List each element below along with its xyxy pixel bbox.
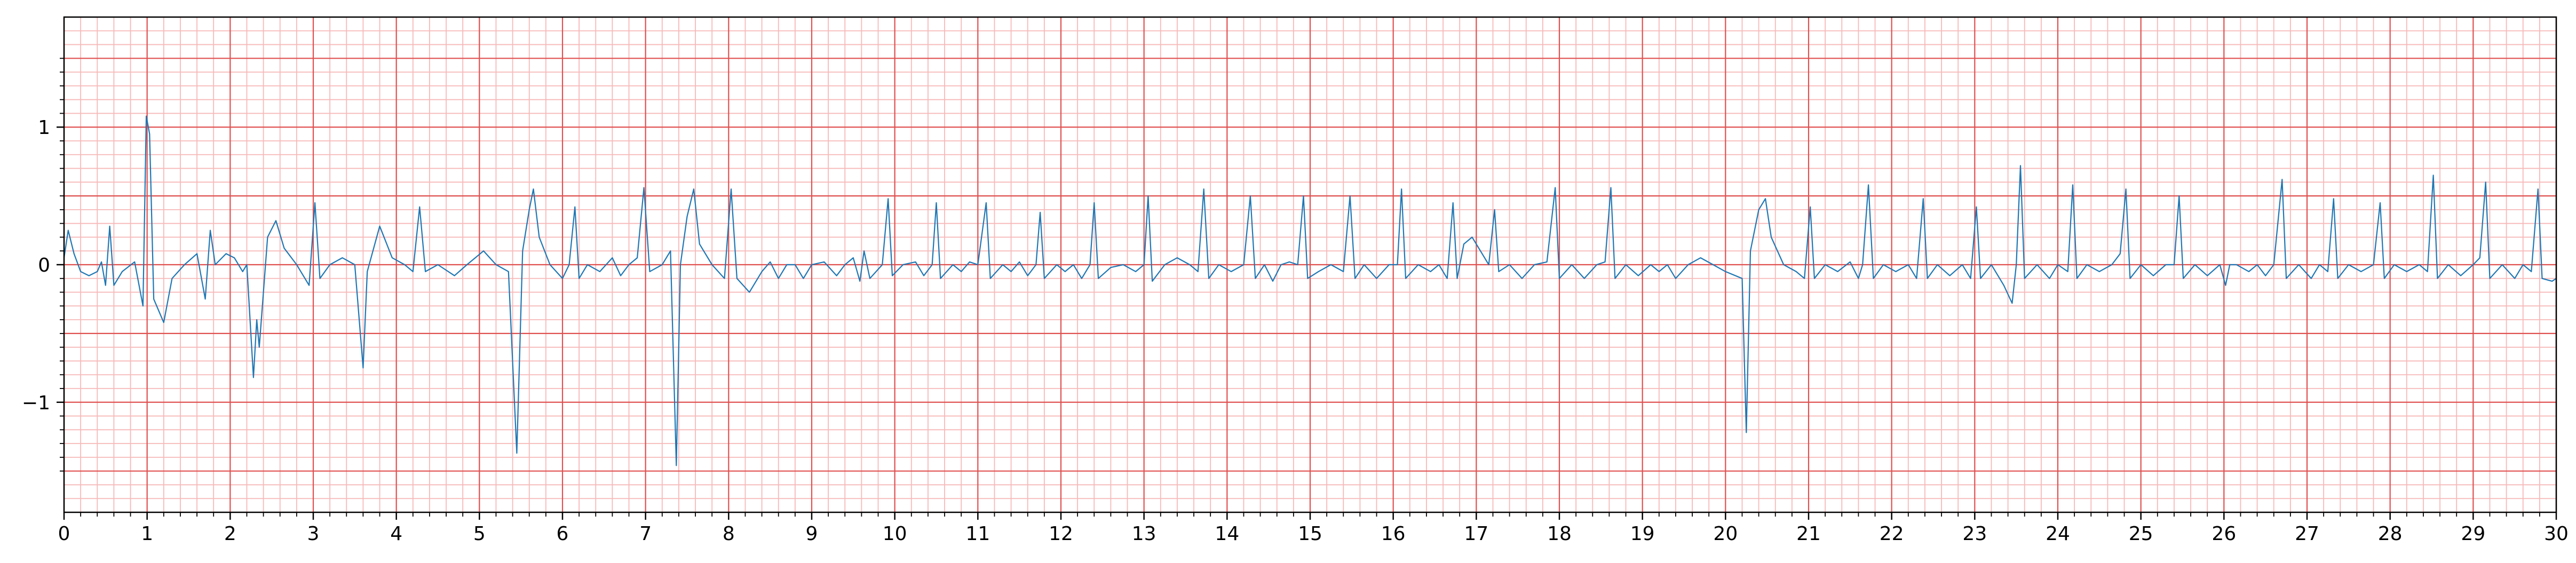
signal-line bbox=[63, 115, 2557, 466]
x-tick-label: 5 bbox=[473, 523, 486, 545]
x-tick-label: 18 bbox=[1547, 523, 1572, 545]
x-tick-label: 9 bbox=[806, 523, 818, 545]
x-tick-label: 16 bbox=[1381, 523, 1406, 545]
y-tick-label: 1 bbox=[38, 117, 50, 139]
x-tick-label: 26 bbox=[2212, 523, 2236, 545]
x-tick-label: 27 bbox=[2295, 523, 2319, 545]
x-tick-label: 14 bbox=[1215, 523, 1239, 545]
y-axis-ticks: −1 0 1 bbox=[22, 58, 64, 472]
x-tick-label: 3 bbox=[307, 523, 320, 545]
x-tick-label: 0 bbox=[58, 523, 70, 545]
x-tick-label: 25 bbox=[2129, 523, 2153, 545]
x-tick-label: 12 bbox=[1049, 523, 1073, 545]
x-tick-label: 7 bbox=[639, 523, 652, 545]
y-tick-label: −1 bbox=[22, 392, 50, 414]
x-axis-ticks: 0 1 2 3 4 5 6 7 8 9 10 11 12 13 14 15 16 17 18 19 20 21 22 23 24… bbox=[58, 512, 2569, 545]
x-tick-label: 28 bbox=[2378, 523, 2403, 545]
x-tick-label: 2 bbox=[224, 523, 236, 545]
x-tick-label: 24 bbox=[2046, 523, 2070, 545]
x-tick-label: 29 bbox=[2461, 523, 2485, 545]
y-tick-label: 0 bbox=[38, 255, 50, 276]
x-tick-label: 1 bbox=[141, 523, 153, 545]
x-tick-label: 30 bbox=[2544, 523, 2569, 545]
x-tick-label: 22 bbox=[1880, 523, 1904, 545]
x-tick-label: 13 bbox=[1132, 523, 1156, 545]
x-tick-label: 8 bbox=[723, 523, 735, 545]
x-tick-label: 15 bbox=[1298, 523, 1322, 545]
x-tick-label: 4 bbox=[390, 523, 402, 545]
x-tick-label: 11 bbox=[965, 523, 990, 545]
x-tick-label: 19 bbox=[1630, 523, 1655, 545]
x-tick-label: 17 bbox=[1464, 523, 1488, 545]
x-tick-label: 23 bbox=[1962, 523, 1987, 545]
x-tick-label: 21 bbox=[1796, 523, 1821, 545]
x-tick-label: 10 bbox=[883, 523, 907, 545]
x-tick-label: 6 bbox=[557, 523, 569, 545]
x-tick-label: 20 bbox=[1713, 523, 1738, 545]
